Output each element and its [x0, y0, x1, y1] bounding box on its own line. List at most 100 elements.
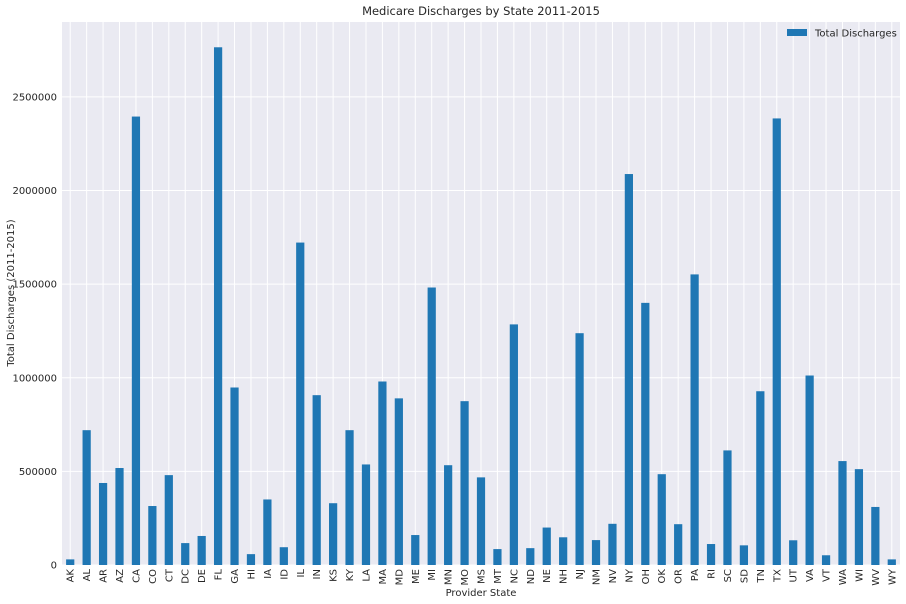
- bar-oh: [641, 302, 650, 565]
- bar-id: [279, 547, 288, 565]
- bar-ga: [230, 387, 239, 565]
- bar-pa: [690, 274, 699, 565]
- y-tick-label: 2000000: [12, 186, 57, 197]
- bar-sd: [739, 545, 749, 565]
- x-tick-label: MT: [493, 568, 504, 584]
- x-tick-label: AR: [99, 569, 110, 583]
- x-tick-label: AL: [82, 569, 93, 582]
- bar-ms: [476, 477, 486, 565]
- x-tick-label: NV: [608, 569, 619, 583]
- bar-ak: [66, 559, 75, 565]
- x-tick-label: ME: [411, 569, 422, 584]
- bar-mn: [444, 465, 453, 565]
- x-tick-label: MA: [378, 569, 389, 585]
- x-axis-label: Provider State: [446, 588, 517, 599]
- bar-az: [115, 468, 124, 565]
- x-tick-label: TX: [772, 569, 783, 583]
- bar-de: [197, 535, 206, 565]
- legend-swatch: [787, 29, 807, 36]
- x-tick-label: MS: [477, 569, 488, 584]
- bar-tx: [772, 118, 781, 565]
- x-tick-label: DC: [181, 569, 192, 584]
- x-tick-label: IL: [296, 569, 307, 578]
- legend-label: Total Discharges: [814, 29, 897, 40]
- x-tick-label: MD: [394, 569, 405, 586]
- x-tick-label: OH: [641, 569, 652, 584]
- bar-ca: [131, 116, 141, 566]
- x-tick-label: NM: [592, 569, 603, 585]
- bar-ar: [98, 482, 108, 565]
- bar-ne: [542, 527, 551, 565]
- y-tick-label: 0: [51, 561, 57, 572]
- bar-tn: [756, 391, 765, 565]
- x-tick-label: CO: [148, 569, 159, 584]
- bar-ky: [345, 430, 354, 565]
- bar-nd: [526, 548, 535, 565]
- y-tick-label: 1500000: [12, 280, 57, 291]
- bars: [66, 47, 896, 566]
- legend: Total Discharges: [787, 29, 897, 40]
- bar-wy: [887, 559, 896, 565]
- x-tick-label: KY: [345, 568, 356, 581]
- bar-nh: [559, 537, 568, 565]
- bar-dc: [181, 543, 190, 565]
- y-axis-ticks: 0 500000 1000000 1500000 2000000 2500000: [12, 92, 57, 571]
- bar-nj: [575, 333, 584, 565]
- bar-or: [674, 524, 683, 565]
- x-tick-label: RI: [707, 569, 718, 579]
- x-tick-label: MI: [427, 569, 438, 581]
- x-tick-label: WY: [887, 568, 898, 585]
- x-tick-label: AK: [66, 569, 77, 583]
- x-tick-label: CT: [164, 568, 175, 582]
- bar-wv: [871, 506, 880, 565]
- x-tick-label: NC: [509, 569, 520, 583]
- bar-md: [394, 398, 403, 565]
- x-tick-label: PA: [690, 569, 701, 581]
- x-tick-label: NY: [624, 568, 635, 582]
- x-tick-label: LA: [361, 569, 372, 582]
- bar-ny: [624, 174, 633, 566]
- x-tick-label: OR: [674, 569, 685, 584]
- x-tick-label: TN: [756, 569, 767, 584]
- x-tick-label: KS: [329, 569, 340, 582]
- chart-title: Medicare Discharges by State 2011-2015: [362, 4, 600, 18]
- x-tick-label: AZ: [115, 569, 126, 583]
- bar-co: [148, 506, 157, 565]
- x-tick-label: UT: [789, 568, 800, 582]
- x-tick-label: MO: [460, 569, 471, 586]
- x-tick-label: GA: [230, 569, 241, 584]
- x-tick-label: NE: [542, 569, 553, 583]
- x-tick-label: ND: [526, 569, 537, 584]
- y-tick-label: 500000: [19, 467, 57, 478]
- bar-me: [411, 535, 420, 565]
- bar-nm: [591, 540, 601, 565]
- bar-vt: [821, 555, 831, 565]
- bar-fl: [213, 47, 223, 565]
- bar-mi: [427, 287, 436, 565]
- bar-hi: [246, 554, 256, 565]
- x-tick-label: MN: [444, 569, 455, 585]
- x-tick-label: FL: [214, 569, 225, 581]
- y-tick-label: 1000000: [12, 373, 57, 384]
- x-tick-label: IA: [263, 569, 274, 579]
- x-tick-label: VT: [822, 568, 833, 582]
- x-tick-label: HI: [246, 569, 257, 579]
- bar-al: [82, 430, 91, 565]
- bar-mt: [493, 549, 502, 565]
- x-tick-label: WI: [854, 569, 865, 582]
- bar-nv: [608, 523, 617, 565]
- y-axis-label: Total Discharges (2011-2015): [6, 219, 17, 367]
- bar-ia: [263, 499, 272, 565]
- x-tick-label: IN: [312, 569, 323, 579]
- bar-il: [296, 242, 305, 565]
- x-tick-label: SC: [723, 569, 734, 582]
- x-axis-ticks: AK AL AR AZ CA CO CT DC DE FL GA HI IA ID IL IN KS KY LA MA…: [66, 568, 899, 586]
- bar-va: [805, 375, 814, 565]
- bar-la: [361, 464, 371, 565]
- x-tick-label: WV: [871, 569, 882, 586]
- bar-ut: [789, 540, 798, 565]
- x-tick-label: ID: [279, 569, 290, 580]
- bar-ct: [164, 475, 173, 565]
- x-tick-label: CA: [131, 569, 142, 583]
